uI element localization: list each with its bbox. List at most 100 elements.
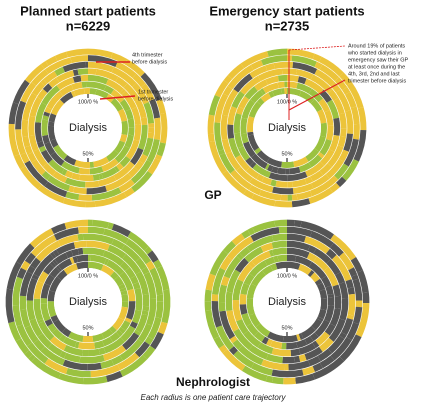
trajectory-segment	[65, 367, 91, 378]
trajectory-segment	[227, 63, 245, 80]
trajectory-segment	[212, 267, 226, 295]
trajectory-segment	[22, 92, 37, 121]
trajectory-segment	[227, 106, 238, 125]
trajectory-segment	[235, 154, 250, 172]
trajectory-segment	[267, 48, 287, 57]
trajectory-segment	[233, 328, 253, 351]
trajectory-segment	[289, 166, 301, 175]
trajectory-segment	[143, 271, 157, 300]
trajectory-segment	[143, 101, 155, 124]
trajectory-segment	[115, 329, 124, 337]
trajectory-segment	[135, 257, 147, 271]
trajectory-segment	[142, 294, 150, 307]
trajectory-segment	[134, 98, 147, 119]
trajectory-segment	[132, 73, 146, 88]
trajectory-segment	[346, 82, 364, 109]
trajectory-segment	[88, 226, 105, 235]
trajectory-segment	[56, 77, 75, 91]
trajectory-segment	[296, 82, 312, 94]
trajectory-segment	[147, 250, 159, 263]
trajectory-segment	[74, 159, 91, 168]
trajectory-segment	[94, 340, 105, 349]
trajectory-segment	[119, 156, 131, 168]
ring-hole	[54, 94, 122, 162]
trajectory-segment	[137, 323, 153, 343]
trajectory-segment	[292, 183, 314, 194]
trajectory-segment	[319, 56, 344, 77]
trajectory-segment	[119, 271, 134, 291]
trajectory-segment	[124, 317, 132, 324]
trajectory-segment	[260, 88, 266, 95]
trajectory-segment	[55, 265, 62, 272]
trajectory-segment	[243, 141, 256, 158]
trajectory-segment	[98, 347, 106, 356]
center-label: Dialysis	[268, 122, 306, 134]
trajectory-segment	[271, 166, 279, 174]
trajectory-segment	[114, 145, 130, 163]
trajectory-segment	[127, 118, 135, 128]
trajectory-segment	[287, 194, 293, 201]
trajectory-segment	[149, 98, 161, 119]
trajectory-segment	[40, 346, 66, 366]
trajectory-segment	[299, 90, 315, 104]
trajectory-segment	[31, 69, 49, 86]
trajectory-segment	[88, 247, 105, 257]
trajectory-segment	[238, 345, 264, 366]
trajectory-segment	[88, 88, 91, 95]
trajectory-segment	[308, 261, 327, 280]
pointer	[288, 45, 346, 51]
trajectory-segment	[102, 336, 113, 347]
trajectory-segment	[268, 90, 275, 98]
trajectory-segment	[119, 354, 148, 377]
trajectory-segment	[314, 135, 326, 152]
trajectory-segment	[245, 166, 260, 180]
trajectory-segment	[223, 256, 242, 279]
trajectory-segment	[244, 246, 264, 263]
trajectory-segment	[323, 266, 339, 287]
trajectory-segment	[343, 133, 353, 152]
trajectory-segment	[326, 125, 334, 141]
trajectory-segment	[221, 138, 232, 154]
trajectory-segment	[134, 341, 150, 358]
trajectory-segment	[115, 61, 137, 79]
trajectory-segment	[334, 163, 349, 180]
trajectory-segment	[153, 259, 163, 269]
trajectory-segment	[241, 99, 255, 119]
trajectory-segment	[339, 72, 352, 86]
panel-n: n=2735	[265, 18, 309, 33]
bottom-label: 50%	[281, 151, 292, 157]
trajectory-segment	[134, 160, 144, 171]
trajectory-segment	[44, 57, 72, 75]
trajectory-segment	[275, 180, 288, 188]
trajectory-segment	[266, 157, 282, 168]
trajectory-segment	[317, 152, 325, 159]
trajectory-segment	[327, 89, 339, 101]
trajectory-segment	[287, 81, 298, 89]
trajectory-segment	[103, 85, 115, 95]
trajectory-segment	[31, 159, 46, 176]
trajectory-segment	[33, 280, 44, 300]
trajectory-segment	[78, 226, 88, 234]
trajectory-segment	[129, 321, 138, 329]
trajectory-segment	[335, 272, 346, 285]
top-label: 100/0 %	[277, 273, 297, 279]
trajectory-segment	[110, 271, 119, 280]
trajectory-segment	[40, 303, 51, 322]
trajectory-segment	[315, 331, 330, 346]
trajectory-segment	[287, 171, 308, 182]
trajectory-segment	[140, 83, 155, 102]
trajectory-segment	[101, 167, 118, 179]
trajectory-segment	[319, 89, 332, 103]
trajectory-segment	[287, 226, 313, 237]
trajectory-segment	[341, 318, 354, 336]
trajectory-segment	[222, 170, 247, 195]
trajectory-segment	[86, 81, 88, 88]
trajectory-segment	[63, 352, 81, 363]
trajectory-segment	[223, 75, 233, 84]
trajectory-segment	[148, 127, 155, 134]
trajectory-segment	[88, 61, 114, 73]
trajectory-segment	[232, 339, 243, 350]
trajectory-segment	[270, 263, 278, 272]
trajectory-segment	[243, 273, 255, 286]
trajectory-segment	[16, 267, 27, 279]
